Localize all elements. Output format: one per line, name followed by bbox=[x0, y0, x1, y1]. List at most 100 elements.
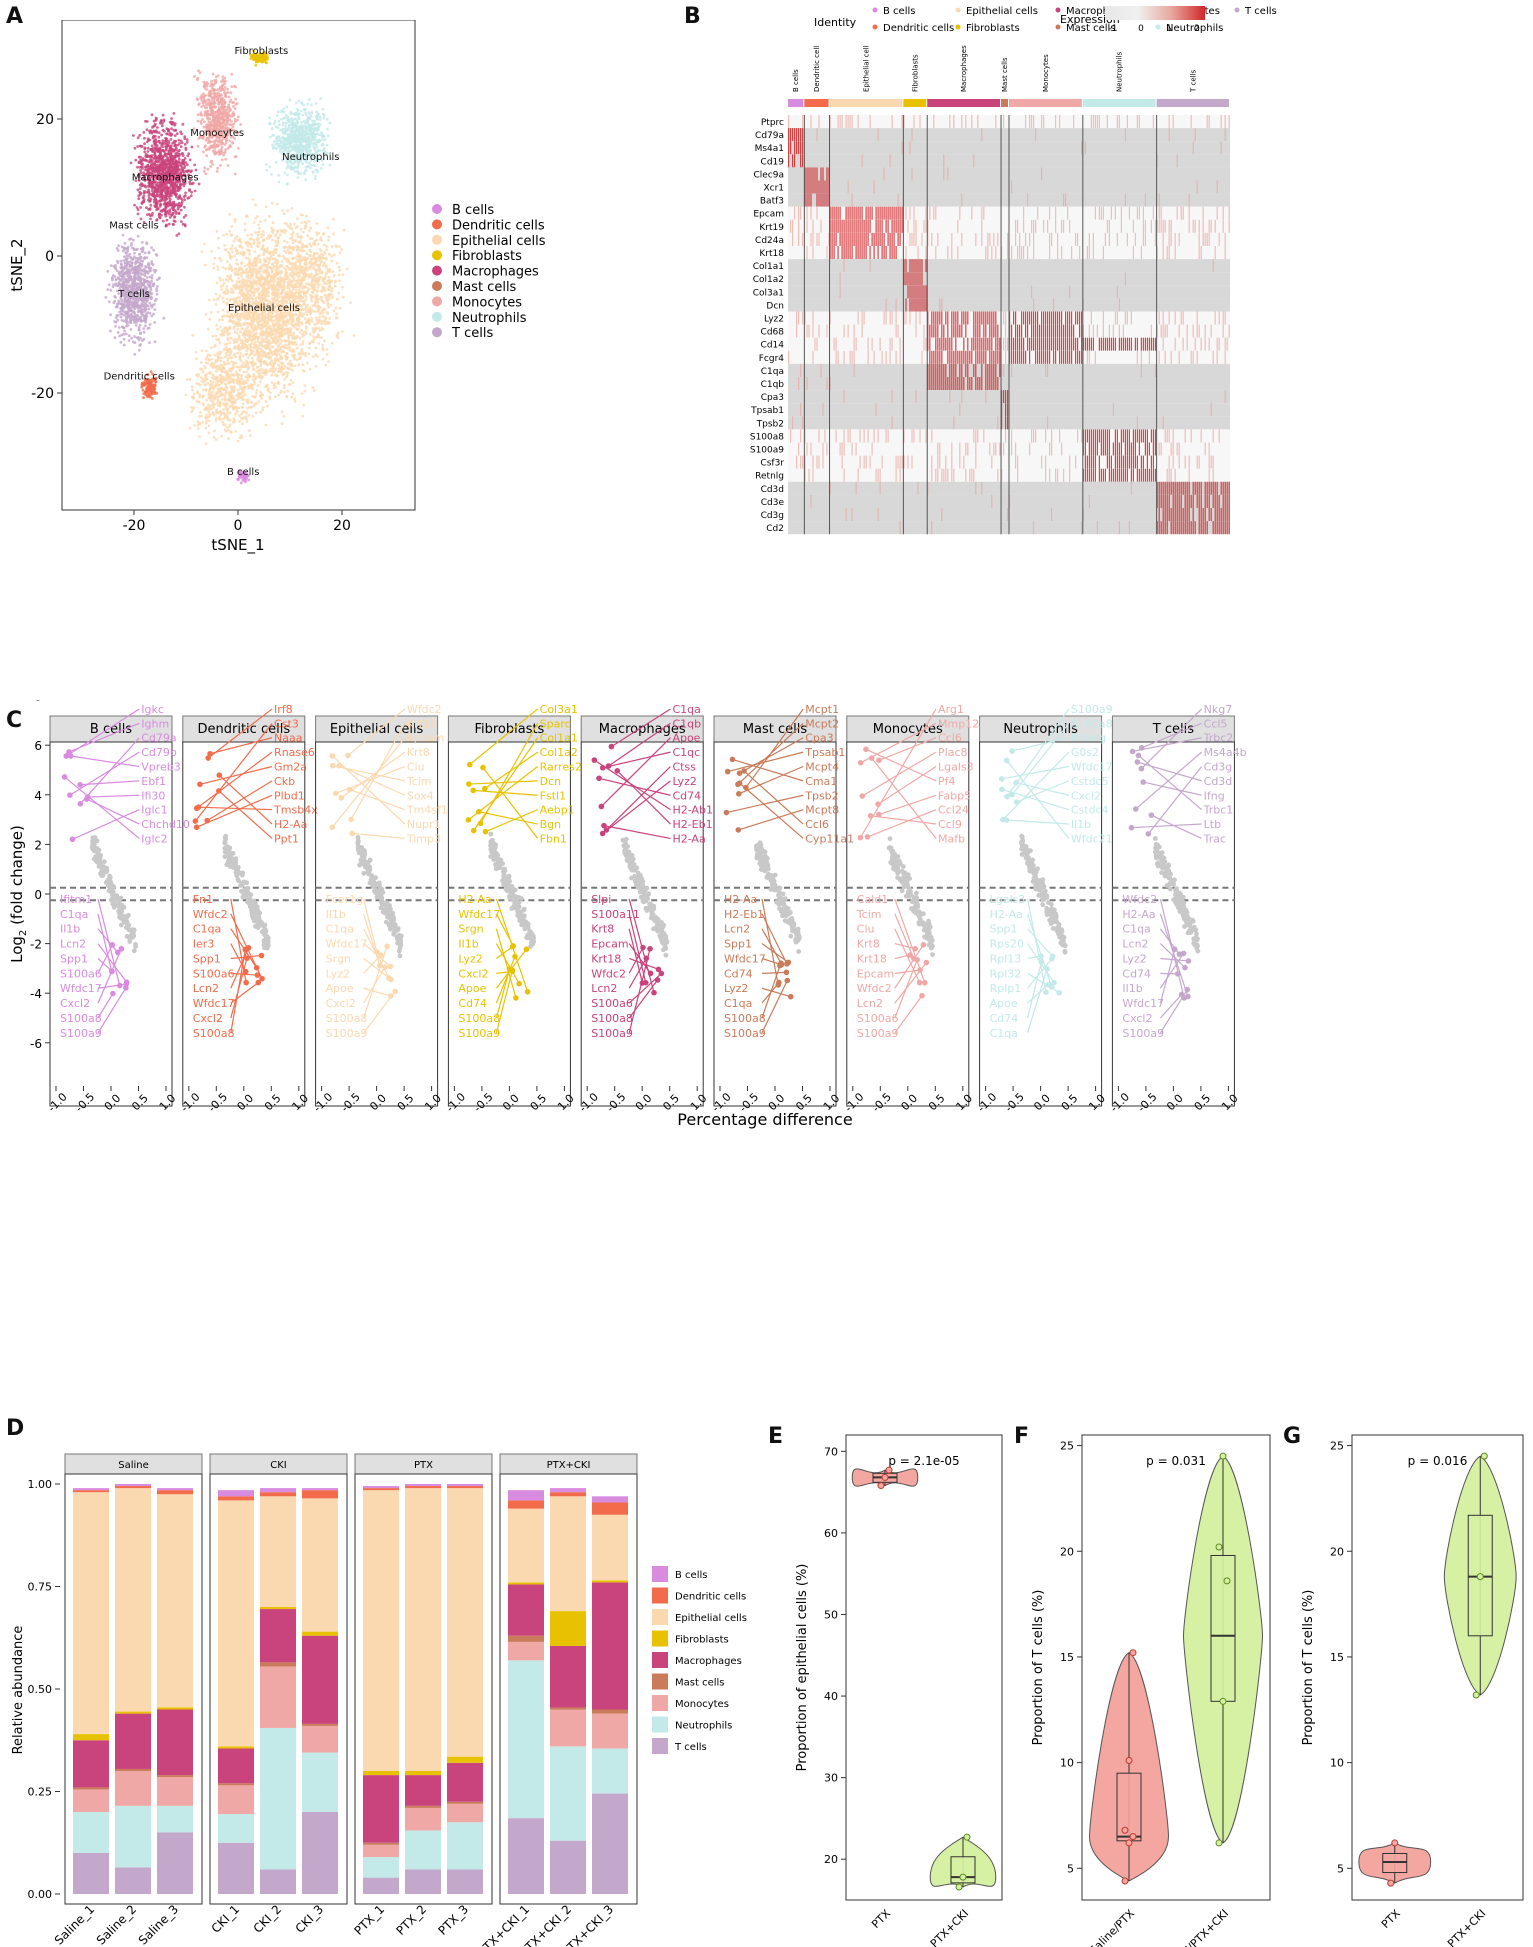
cell-point bbox=[182, 215, 186, 219]
cell-point bbox=[243, 346, 247, 349]
cell-point bbox=[295, 255, 299, 258]
cell-point bbox=[207, 138, 211, 142]
cell-point bbox=[265, 362, 269, 366]
cell-point bbox=[208, 317, 212, 321]
cell-point bbox=[248, 322, 251, 325]
cell-point bbox=[140, 201, 144, 205]
cell-point bbox=[252, 337, 255, 341]
cell-point bbox=[320, 320, 324, 323]
cell-point bbox=[337, 291, 341, 295]
cell-point bbox=[224, 267, 228, 270]
cell-point bbox=[201, 370, 205, 374]
cell-point bbox=[241, 327, 245, 331]
cell-point bbox=[227, 327, 231, 331]
cell-point bbox=[199, 411, 203, 414]
cell-point bbox=[230, 287, 234, 291]
cell-point bbox=[204, 442, 208, 446]
cell-point bbox=[282, 367, 285, 371]
cell-point bbox=[204, 426, 208, 430]
cell-point bbox=[191, 395, 194, 399]
cell-point bbox=[219, 325, 222, 329]
cell-point bbox=[239, 317, 242, 321]
cell-point bbox=[234, 247, 238, 250]
cell-point bbox=[327, 305, 330, 309]
cell-point bbox=[274, 285, 278, 289]
cell-point bbox=[313, 243, 317, 246]
tsne-plot: FibroblastsMonocytesNeutrophilsMacrophag… bbox=[8, 20, 546, 555]
cell-point bbox=[138, 193, 142, 196]
cell-point bbox=[246, 244, 250, 248]
cell-point bbox=[293, 399, 297, 403]
cell-point bbox=[217, 108, 221, 112]
cell-point bbox=[175, 163, 178, 166]
cell-point bbox=[321, 357, 325, 361]
cell-point bbox=[327, 275, 331, 279]
cell-point bbox=[171, 212, 175, 216]
cell-point bbox=[182, 195, 186, 199]
cell-point bbox=[211, 149, 215, 153]
cell-point bbox=[267, 257, 271, 261]
cell-point bbox=[141, 157, 145, 160]
cell-point bbox=[266, 327, 270, 330]
cell-point bbox=[238, 414, 241, 417]
cell-point bbox=[216, 310, 220, 314]
cell-point bbox=[261, 270, 265, 274]
cell-point bbox=[256, 384, 260, 387]
cell-point bbox=[255, 289, 259, 293]
cell-point bbox=[165, 188, 169, 192]
cell-point bbox=[225, 285, 229, 288]
cell-point bbox=[286, 241, 289, 244]
cell-point bbox=[199, 120, 203, 123]
cell-point bbox=[285, 290, 288, 294]
cell-point bbox=[158, 150, 162, 154]
cell-point bbox=[162, 154, 165, 158]
cell-point bbox=[266, 342, 269, 345]
cell-point bbox=[209, 399, 213, 402]
cell-point bbox=[216, 74, 220, 78]
cell-point bbox=[285, 374, 289, 377]
cell-point bbox=[203, 263, 207, 267]
cell-point bbox=[299, 254, 302, 257]
cell-point bbox=[245, 398, 249, 402]
cell-point bbox=[237, 239, 241, 243]
cell-point bbox=[295, 225, 299, 229]
cell-point bbox=[272, 339, 275, 343]
cell-point bbox=[219, 418, 223, 421]
cell-point bbox=[280, 422, 284, 426]
cell-point bbox=[313, 323, 316, 326]
cell-point bbox=[327, 235, 331, 239]
cell-point bbox=[205, 419, 209, 423]
cell-point bbox=[299, 228, 303, 231]
cell-point bbox=[274, 373, 277, 377]
cell-point bbox=[223, 88, 226, 92]
cell-point bbox=[188, 189, 191, 193]
cell-point bbox=[298, 352, 302, 356]
cell-point bbox=[163, 201, 167, 205]
cell-point bbox=[148, 155, 152, 159]
cell-point bbox=[325, 265, 328, 269]
cell-point bbox=[188, 377, 192, 381]
cell-point bbox=[235, 280, 239, 283]
cell-point bbox=[273, 327, 276, 330]
cell-point bbox=[222, 408, 225, 411]
cell-point bbox=[286, 346, 290, 350]
cell-point bbox=[236, 376, 240, 379]
cell-point bbox=[237, 268, 241, 272]
cell-point bbox=[286, 258, 289, 262]
cell-point bbox=[247, 265, 251, 269]
cell-point bbox=[322, 287, 326, 291]
cell-point bbox=[198, 395, 201, 399]
cell-point bbox=[139, 206, 143, 209]
cell-point bbox=[195, 399, 199, 403]
cell-point bbox=[176, 207, 180, 211]
cell-point bbox=[190, 145, 194, 149]
cell-point bbox=[241, 391, 245, 394]
cell-point bbox=[298, 285, 301, 289]
cell-point bbox=[309, 261, 312, 265]
cell-point bbox=[160, 143, 164, 147]
cell-point bbox=[290, 292, 293, 296]
cell-point bbox=[136, 145, 140, 148]
cell-point bbox=[280, 350, 283, 354]
cell-point bbox=[232, 386, 236, 389]
cell-point bbox=[245, 420, 249, 423]
